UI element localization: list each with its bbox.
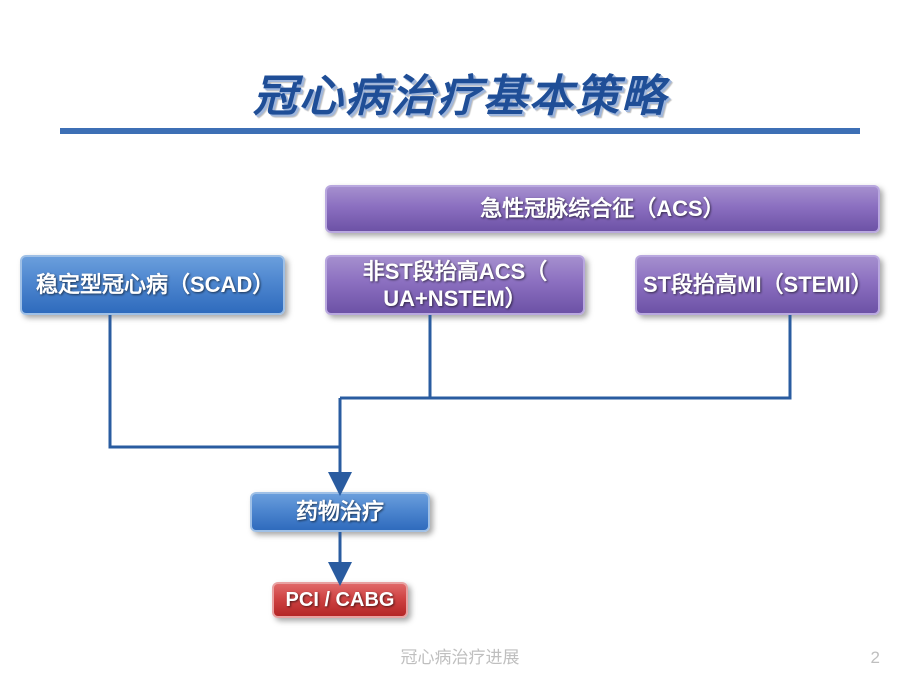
node-stemi: ST段抬高MI（STEMI） [635, 255, 880, 315]
title-underline [60, 128, 860, 134]
edge-stemi-join [340, 315, 790, 398]
edge-scad-to-drug [110, 315, 340, 492]
node-nstemi-label: 非ST段抬高ACS（ UA+NSTEM） [333, 258, 577, 313]
node-scad: 稳定型冠心病（SCAD） [20, 255, 285, 315]
slide-title: 冠心病治疗基本策略 [0, 60, 920, 124]
edge-nstemi-join [340, 315, 430, 398]
node-pci-label: PCI / CABG [286, 588, 395, 613]
node-drug: 药物治疗 [250, 492, 430, 532]
node-nstemi: 非ST段抬高ACS（ UA+NSTEM） [325, 255, 585, 315]
node-acs-header: 急性冠脉综合征（ACS） [325, 185, 880, 233]
node-scad-label: 稳定型冠心病（SCAD） [36, 271, 274, 299]
footer-page-number: 2 [871, 648, 880, 668]
node-acs-header-label: 急性冠脉综合征（ACS） [480, 195, 724, 223]
node-pci: PCI / CABG [272, 582, 408, 618]
node-stemi-label: ST段抬高MI（STEMI） [643, 271, 872, 299]
footer-center: 冠心病治疗进展 [0, 643, 920, 668]
slide-title-text: 冠心病治疗基本策略 [253, 72, 667, 121]
node-drug-label: 药物治疗 [296, 498, 384, 526]
